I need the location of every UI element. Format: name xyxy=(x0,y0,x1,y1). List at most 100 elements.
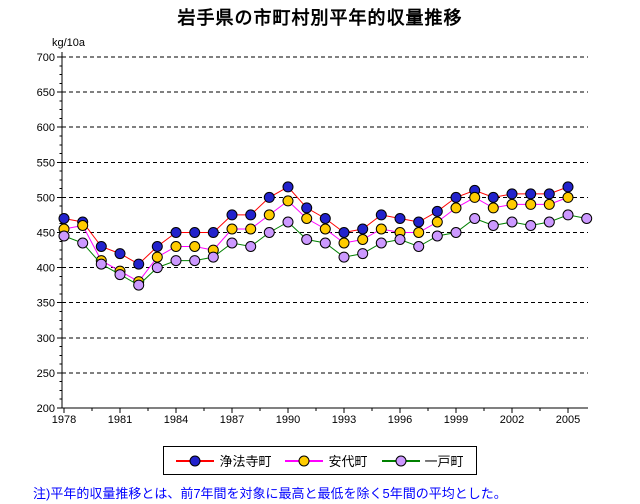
data-point xyxy=(319,237,331,249)
data-point xyxy=(525,188,537,200)
data-point xyxy=(394,234,406,245)
data-point xyxy=(525,220,537,231)
data-point xyxy=(114,269,126,281)
data-point xyxy=(245,223,257,235)
data-point xyxy=(450,227,462,238)
data-point xyxy=(282,216,294,228)
chart-plot-area: 200 250 300 350 400 450 500 550 600 650 700 1978 198… xyxy=(37,52,593,426)
data-point xyxy=(77,237,89,249)
legend-item-ichinohemachi: 一戸町 xyxy=(381,451,464,470)
data-point xyxy=(394,213,406,224)
x-axis-label: 1993 xyxy=(332,414,356,426)
data-point xyxy=(338,237,350,249)
data-point xyxy=(450,191,462,203)
data-point xyxy=(357,234,369,245)
y-axis-unit-label: kg/10a xyxy=(52,37,86,49)
data-point xyxy=(282,181,294,193)
data-point xyxy=(226,237,238,249)
data-point xyxy=(413,241,425,252)
x-axis-label: 1999 xyxy=(444,414,468,426)
series-line-浄法寺町 xyxy=(63,186,569,265)
legend-item-jobojicho: 浄法寺町 xyxy=(176,451,271,470)
data-point xyxy=(170,227,182,238)
data-point xyxy=(151,262,163,274)
data-point xyxy=(487,202,499,214)
data-point xyxy=(95,241,107,252)
y-axis-label: 550 xyxy=(37,157,55,169)
legend-label: 安代町 xyxy=(328,454,368,469)
data-point xyxy=(375,223,387,235)
data-point xyxy=(170,255,182,267)
data-point xyxy=(469,191,481,203)
data-point xyxy=(95,258,107,270)
data-point xyxy=(413,227,425,238)
data-point xyxy=(245,241,257,252)
data-point xyxy=(506,188,518,200)
data-point xyxy=(301,234,313,245)
data-point xyxy=(506,216,518,228)
y-axis-label: 400 xyxy=(37,263,55,275)
data-point xyxy=(413,216,425,228)
data-point xyxy=(170,241,182,252)
data-point xyxy=(58,230,70,242)
legend: 浄法寺町 安代町 一戸町 xyxy=(163,446,477,475)
y-axis-label: 350 xyxy=(37,298,55,310)
data-point xyxy=(207,251,219,263)
data-point xyxy=(506,198,518,210)
data-point xyxy=(487,191,499,203)
y-axis-label: 500 xyxy=(37,192,55,204)
data-point xyxy=(189,255,201,267)
y-axis-label: 450 xyxy=(37,228,55,240)
y-axis-label: 250 xyxy=(37,368,55,380)
data-point xyxy=(301,213,313,224)
data-point xyxy=(431,216,443,228)
data-point xyxy=(77,220,89,231)
data-point xyxy=(151,241,163,252)
data-point xyxy=(263,191,275,203)
data-point xyxy=(431,205,443,217)
data-point xyxy=(543,198,555,210)
legend-marker-jobojicho-icon xyxy=(176,455,215,467)
x-axis-label: 2005 xyxy=(556,414,580,426)
data-point xyxy=(562,181,574,193)
data-point xyxy=(562,191,574,203)
data-point xyxy=(207,227,219,238)
data-point xyxy=(245,209,257,221)
data-point xyxy=(357,248,369,260)
data-point xyxy=(543,216,555,228)
data-point xyxy=(338,227,350,238)
data-point xyxy=(151,251,163,263)
data-point xyxy=(581,213,593,224)
x-axis-label: 1981 xyxy=(108,414,132,426)
x-axis-label: 1990 xyxy=(276,414,300,426)
data-point xyxy=(319,223,331,235)
data-point xyxy=(525,198,537,210)
data-point xyxy=(543,188,555,200)
y-axis-label: 200 xyxy=(37,403,55,415)
data-point xyxy=(133,279,145,291)
legend-label: 浄法寺町 xyxy=(219,454,272,469)
x-axis-label: 1996 xyxy=(388,414,412,426)
x-axis-label: 1984 xyxy=(164,414,188,426)
y-axis-label: 650 xyxy=(37,87,55,99)
page-title: 岩手県の市町村別平年的収量推移 xyxy=(177,8,463,28)
legend-marker-ashirocho-icon xyxy=(285,455,324,467)
data-point xyxy=(114,248,126,260)
data-point xyxy=(338,251,350,263)
series-line-安代町 xyxy=(63,196,569,283)
data-point xyxy=(226,223,238,235)
data-point xyxy=(58,213,70,224)
data-point xyxy=(133,258,145,270)
data-point xyxy=(282,195,294,207)
data-point xyxy=(469,213,481,224)
y-axis-label: 300 xyxy=(37,333,55,345)
data-point xyxy=(375,237,387,249)
y-axis-label: 700 xyxy=(37,52,55,64)
data-point xyxy=(263,227,275,238)
data-point xyxy=(226,209,238,221)
footnote: 注)平年的収量推移とは、前7年間を対象に最高と最低を除く5年間の平均とした。 xyxy=(33,486,507,501)
data-point xyxy=(189,227,201,238)
data-point xyxy=(301,202,313,214)
data-point xyxy=(357,223,369,235)
